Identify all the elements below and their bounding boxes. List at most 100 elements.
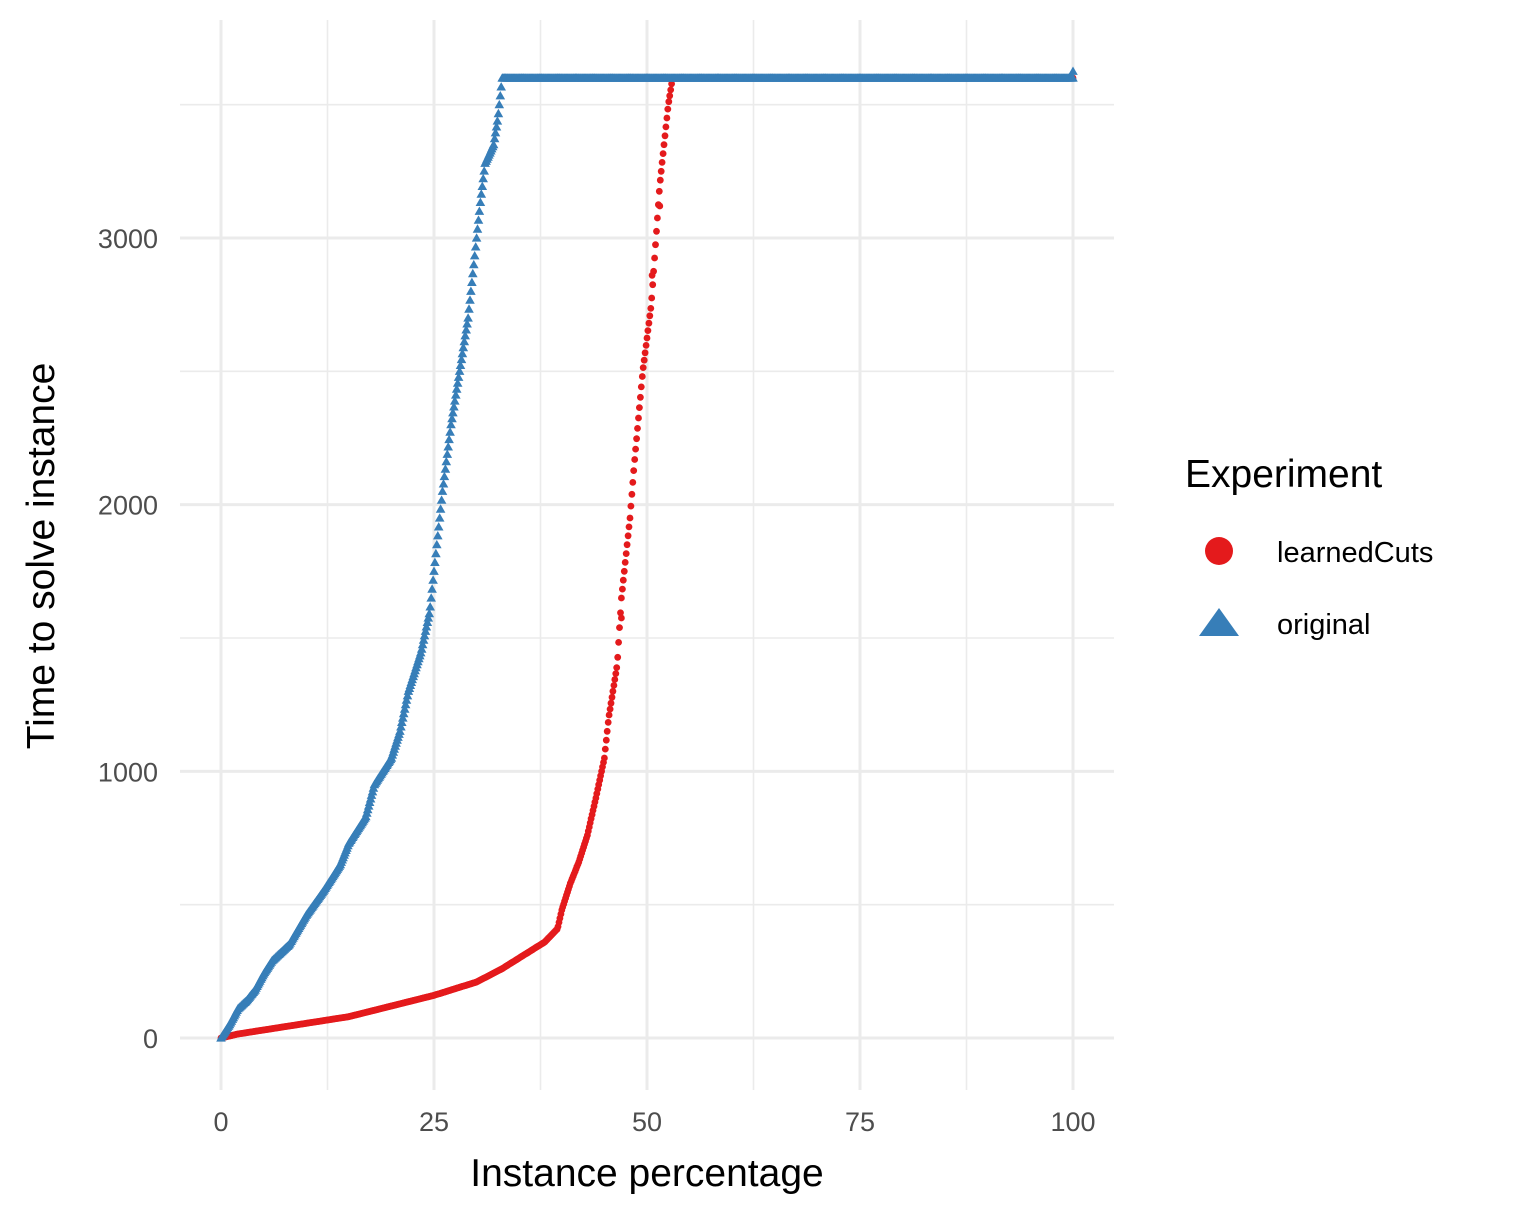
original-point (446, 419, 456, 429)
original-point (451, 390, 461, 399)
x-tick-label: 50 (632, 1107, 662, 1137)
learnedCuts-point (667, 86, 675, 94)
learnedCuts-point (664, 105, 672, 113)
legend-key-original (1199, 608, 1239, 636)
learnedCuts-point (607, 699, 615, 707)
learnedCuts-point (605, 711, 613, 719)
learnedCuts-point (631, 456, 639, 463)
original-point (441, 456, 452, 466)
legend-title: Experiment (1185, 453, 1382, 496)
original-point (432, 539, 442, 549)
original-point (469, 259, 479, 269)
x-tick-label: 25 (419, 1107, 449, 1137)
learnedCuts-point (647, 305, 655, 312)
original-point (400, 699, 411, 709)
original-point (424, 608, 435, 618)
learnedCuts-point (634, 425, 641, 432)
original-point (435, 504, 446, 513)
original-point (456, 354, 467, 364)
y-tick-label: 2000 (98, 491, 158, 521)
learnedCuts-point (641, 349, 649, 357)
learnedCuts-point (646, 312, 654, 320)
original-point (491, 122, 502, 131)
y-axis-tick-labels: 0 1000 2000 3000 (98, 224, 158, 1054)
original-point (454, 366, 465, 375)
original-point (457, 348, 468, 358)
original-point (478, 173, 488, 183)
original-point (395, 726, 405, 735)
learnedCuts-point (637, 383, 645, 391)
original-point (490, 128, 501, 137)
learnedCuts-point (656, 202, 664, 210)
original-point (437, 486, 448, 495)
learnedCuts-point (628, 490, 636, 498)
x-tick-label: 100 (1050, 1107, 1095, 1137)
original-point (429, 566, 439, 575)
original-point (458, 342, 469, 352)
original-point (419, 631, 430, 640)
learnedCuts-point (638, 373, 646, 380)
legend-label-learnedCuts: learnedCuts (1277, 537, 1433, 569)
original-point (440, 464, 451, 473)
learnedCuts-point (609, 687, 617, 695)
learnedCuts-point (622, 550, 630, 557)
learnedCuts-point (637, 393, 644, 401)
learnedCuts-point (636, 404, 643, 411)
learnedCuts-point (648, 271, 656, 279)
original-point (472, 224, 483, 233)
original-point (464, 304, 474, 313)
original-point (488, 139, 499, 149)
learnedCuts-point (627, 502, 635, 510)
learnedCuts-point (658, 159, 666, 166)
original-point (471, 233, 482, 242)
learnedCuts-point (602, 736, 610, 744)
original-point (460, 331, 470, 340)
legend-key-learnedCuts (1205, 537, 1233, 565)
original-point (493, 108, 504, 118)
learnedCuts-point (657, 167, 665, 175)
learnedCuts-point (649, 281, 657, 289)
original-point (463, 313, 473, 322)
x-tick-label: 75 (845, 1107, 875, 1137)
y-tick-label: 1000 (98, 757, 158, 787)
original-point (450, 396, 460, 405)
series-original-points (216, 66, 1078, 1042)
original-point (459, 336, 470, 346)
learnedCuts-point (639, 364, 647, 371)
learnedCuts-point (662, 123, 670, 131)
original-point (495, 91, 506, 100)
original-point (445, 427, 455, 436)
original-point (448, 408, 458, 417)
learnedCuts-point (606, 705, 614, 713)
original-point (453, 372, 464, 381)
learnedCuts-point (616, 624, 623, 631)
learnedCuts-point (635, 414, 642, 422)
learnedCuts-point (666, 92, 674, 100)
learnedCuts-point (601, 754, 608, 762)
original-point (467, 277, 477, 286)
learnedCuts-point (660, 141, 668, 149)
learnedCuts-point (620, 567, 628, 575)
learnedCuts-point (623, 541, 631, 549)
original-point (436, 495, 447, 504)
original-point (428, 575, 438, 584)
original-point (430, 557, 440, 566)
original-point (466, 286, 476, 295)
original-point (431, 548, 441, 558)
original-point (468, 268, 478, 278)
original-point (433, 531, 443, 540)
learnedCuts-point (642, 342, 650, 349)
learnedCuts-point (663, 114, 671, 122)
original-point (461, 325, 471, 334)
original-point (494, 99, 505, 109)
learnedCuts-point (629, 479, 637, 486)
original-point (402, 691, 413, 700)
learnedCuts-point (655, 187, 663, 195)
learnedCuts-point (618, 594, 625, 602)
original-point (452, 378, 463, 387)
learnedCuts-point (654, 214, 661, 222)
learnedCuts-point (645, 319, 653, 327)
learnedCuts-point (648, 294, 656, 302)
original-point (451, 384, 462, 393)
